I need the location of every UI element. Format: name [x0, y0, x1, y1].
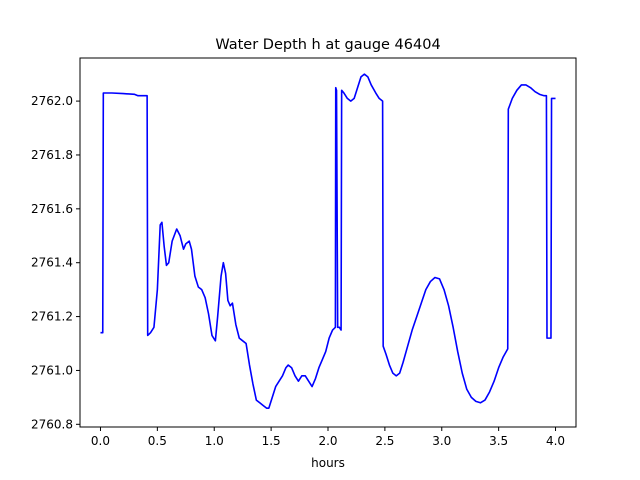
chart-title: Water Depth h at gauge 46404: [215, 37, 440, 53]
x-axis-label: hours: [311, 456, 345, 470]
x-tick-label: 1.0: [205, 434, 224, 448]
x-tick-label: 2.5: [375, 434, 394, 448]
y-axis: 2760.8 2761.0 2761.2 2761.4 2761.6 2761.8 2762…: [31, 94, 80, 431]
x-tick-label: 0.5: [148, 434, 167, 448]
y-tick-label: 2761.6: [31, 202, 73, 216]
x-tick-label: 0.0: [91, 434, 110, 448]
y-tick-label: 2762.0: [31, 94, 73, 108]
y-tick-label: 2761.4: [31, 256, 73, 270]
x-axis: 0.0 0.5 1.0 1.5 2.0 2.5 3.0 3.5 4.0: [91, 427, 565, 448]
y-tick-label: 2760.8: [31, 417, 73, 431]
x-tick-label: 3.5: [489, 434, 508, 448]
y-tick-label: 2761.8: [31, 148, 73, 162]
plot-area: [100, 73, 556, 409]
y-tick-label: 2761.2: [31, 310, 73, 324]
series-line-0: [100, 73, 556, 409]
x-tick-label: 1.5: [262, 434, 281, 448]
y-tick-label: 2761.0: [31, 363, 73, 377]
x-tick-label: 2.0: [318, 434, 337, 448]
x-tick-label: 4.0: [546, 434, 565, 448]
x-tick-label: 3.0: [432, 434, 451, 448]
